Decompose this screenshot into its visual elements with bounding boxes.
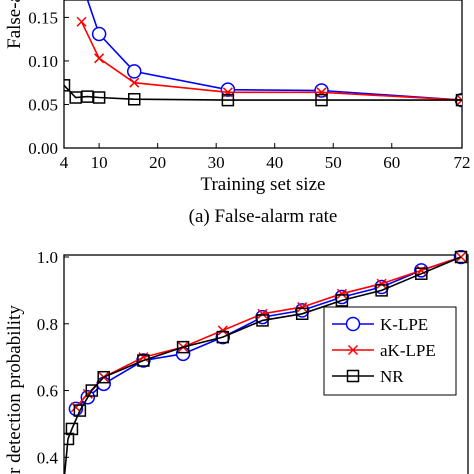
data-point-nr	[176, 340, 190, 354]
y-axis-label: False-a	[4, 0, 25, 49]
series-line-nr	[64, 84, 462, 101]
panel-caption: (a) False-alarm rate	[189, 206, 338, 227]
x-tick-label: 60	[383, 153, 400, 172]
panel-detection: 0.4 0.6 0.8 1.0 r detection probability K-L…	[4, 248, 469, 474]
data-point-ak-lpe	[336, 288, 347, 299]
x-tick-label: 40	[266, 153, 283, 172]
plot-frame-a	[63, 0, 463, 149]
series-line-ak-lpe	[80, 21, 462, 101]
data-point-nr	[454, 250, 468, 264]
legend-marker-ak-lpe	[347, 344, 359, 356]
data-point-ak-lpe	[376, 278, 387, 289]
data-point-k-lpe	[314, 83, 329, 98]
data-point-ak-lpe	[297, 302, 308, 313]
series-group	[64, 250, 469, 474]
data-point-nr	[127, 92, 141, 106]
data-point-ak-lpe	[129, 77, 140, 88]
data-point-ak-lpe	[94, 53, 105, 64]
y-tick-label: 0.6	[37, 382, 58, 401]
data-point-ak-lpe-stroke	[336, 288, 347, 299]
data-point-ak-lpe-stroke	[376, 278, 387, 289]
x-tick-label: 72	[454, 153, 471, 172]
y-tick-label: 0.15	[28, 8, 58, 27]
data-point-nr	[221, 93, 235, 107]
x-tick-label: 10	[91, 153, 108, 172]
y-tick-label: 0.4	[37, 448, 59, 467]
data-point-k-lpe	[91, 26, 107, 42]
data-point-ak-lpe-stroke	[129, 77, 140, 88]
x-tick-label: 50	[325, 153, 342, 172]
data-point-ak-lpe-stroke	[416, 265, 427, 276]
data-point-ak-lpe	[416, 265, 427, 276]
data-point-k-lpe	[126, 64, 142, 79]
legend-marker-ak-lpe-stroke	[347, 344, 359, 356]
y-tick-label: 0.8	[37, 315, 58, 334]
data-point-ak-lpe-stroke	[138, 352, 149, 363]
series-line-k-lpe	[86, 0, 462, 101]
data-point-nr	[375, 284, 388, 297]
y-tick-label: 0.05	[28, 95, 58, 114]
plot-frame-b	[63, 254, 469, 474]
data-point-ak-lpe	[456, 95, 462, 106]
data-point-ak-lpe-stroke	[94, 53, 105, 64]
data-point-ak-lpe-stroke	[297, 302, 308, 313]
data-point-ak-lpe-stroke	[456, 99, 462, 106]
data-point-nr	[137, 354, 150, 367]
x-tick-label: 30	[208, 153, 225, 172]
data-point-nr	[65, 422, 79, 436]
data-point-ak-lpe-stroke	[257, 308, 268, 319]
legend-marker-k-lpe	[345, 316, 361, 332]
data-point-nr	[335, 294, 349, 307]
data-point-nr	[315, 93, 328, 107]
data-point-ak-lpe	[70, 402, 81, 413]
data-point-ak-lpe-stroke	[76, 16, 87, 27]
y-tick-label: 0.10	[28, 52, 58, 71]
data-point-nr	[85, 384, 99, 397]
panel-false-alarm: 4 10 20 30 40 50 60 720.000.050.100.15 False-a …	[4, 0, 471, 227]
data-point-nr	[455, 93, 462, 107]
series-group	[64, 0, 462, 108]
y-tick-label: 1.0	[37, 248, 58, 267]
data-point-nr	[415, 267, 428, 280]
data-point-nr	[295, 307, 309, 321]
legend-label: aK-LPE	[380, 341, 436, 360]
legend-label: K-LPE	[380, 315, 428, 334]
data-point-nr	[216, 330, 230, 344]
x-axis-label: Training set size	[201, 174, 326, 195]
y-tick-label: 0.00	[28, 139, 58, 158]
y-axis-label: r detection probability	[4, 305, 25, 474]
data-point-nr	[64, 79, 71, 92]
legend-box	[323, 306, 457, 396]
data-point-ak-lpe-stroke	[456, 95, 462, 102]
data-point-ak-lpe	[76, 16, 87, 27]
x-tick-label: 20	[149, 153, 166, 172]
data-point-nr	[97, 370, 110, 384]
data-point-nr	[92, 91, 106, 104]
x-tick-label: 4	[60, 153, 69, 172]
legend: K-LPE aK-LPE NR	[323, 306, 457, 396]
data-point-k-lpe	[96, 376, 111, 392]
legend-marker-nr	[346, 369, 360, 383]
data-point-ak-lpe	[217, 325, 228, 336]
data-point-nr	[64, 432, 75, 446]
data-point-ak-lpe	[257, 308, 268, 319]
data-point-ak-lpe-stroke	[217, 325, 228, 336]
data-point-nr	[73, 404, 87, 417]
legend-label: NR	[380, 367, 404, 386]
data-point-nr	[256, 314, 269, 327]
data-point-ak-lpe-stroke	[70, 402, 81, 413]
